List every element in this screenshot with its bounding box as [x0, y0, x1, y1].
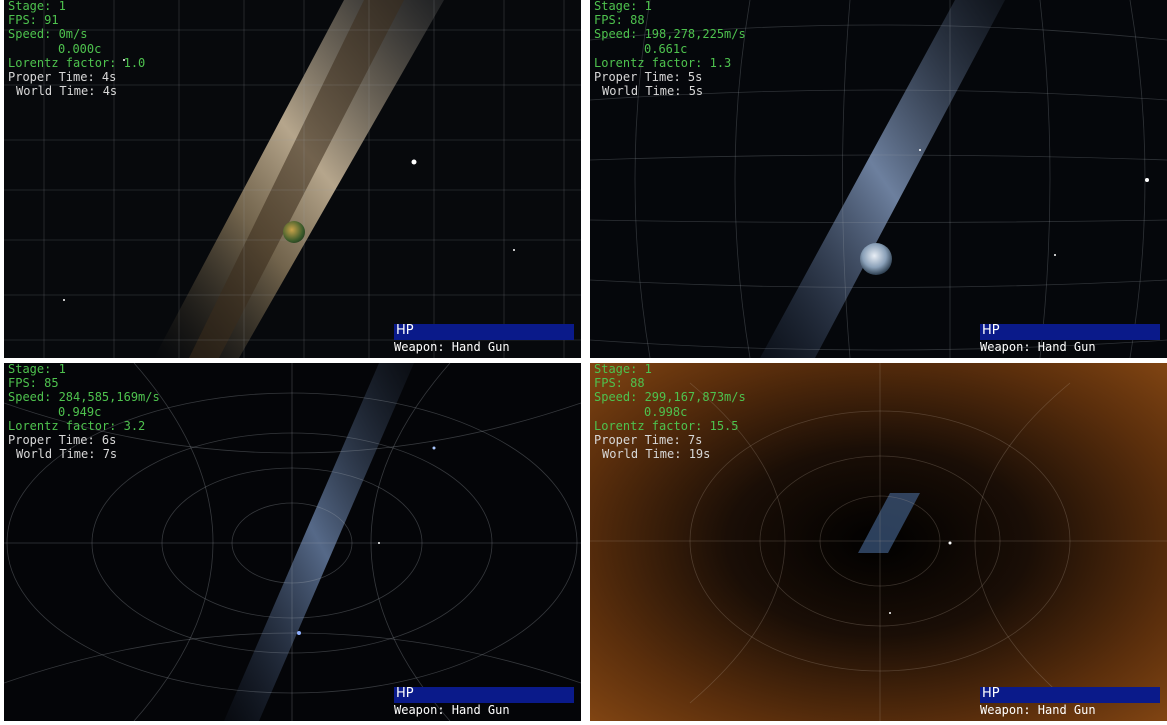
fps-label: FPS: 88 — [594, 13, 645, 28]
game-view-0949c[interactable]: Stage: 1 FPS: 85 Speed: 284,585,169m/s 0.94… — [4, 363, 581, 721]
weapon-label: Weapon: Hand Gun — [980, 340, 1096, 354]
game-view-0998c[interactable]: Stage: 1 FPS: 88 Speed: 299,167,873m/s 0.99… — [590, 363, 1167, 721]
proper-time-label: Proper Time: 7s — [594, 433, 703, 448]
planet — [860, 243, 892, 275]
proper-time-label: Proper Time: 4s — [8, 70, 117, 85]
hp-bar — [394, 687, 574, 703]
starfield-background — [590, 0, 1167, 358]
weapon-label: Weapon: Hand Gun — [394, 340, 510, 354]
stage-label: Stage: 1 — [594, 363, 652, 376]
hp-label: HP — [396, 686, 414, 701]
speed-label: Speed: 284,585,169m/s — [8, 390, 160, 405]
fps-label: FPS: 85 — [8, 376, 59, 391]
speed-c-label: 0.949c — [58, 404, 102, 419]
stage-label: Stage: 1 — [8, 363, 66, 376]
stage-label: Stage: 1 — [594, 0, 652, 13]
world-time-label: World Time: 4s — [16, 84, 118, 99]
hp-label: HP — [982, 323, 1000, 338]
world-time-label: World Time: 7s — [16, 447, 118, 462]
hp-bar — [980, 687, 1160, 703]
fps-label: FPS: 88 — [594, 376, 645, 391]
speed-label: Speed: 198,278,225m/s — [594, 27, 746, 42]
hp-label: HP — [396, 323, 414, 338]
speed-c-label: 0.998c — [644, 404, 688, 419]
speed-label: Speed: 0m/s — [8, 27, 88, 42]
proper-time-label: Proper Time: 6s — [8, 433, 117, 448]
proper-time-label: Proper Time: 5s — [594, 70, 703, 85]
hud-stats: Stage: 1 FPS: 88 Speed: 198,278,225m/s 0.66… — [594, 0, 746, 98]
hud-stats: Stage: 1 FPS: 88 Speed: 299,167,873m/s 0.99… — [594, 363, 746, 461]
lorentz-label: Lorentz factor: 15.5 — [594, 418, 739, 433]
weapon-label: Weapon: Hand Gun — [394, 703, 510, 717]
lorentz-label: Lorentz factor: 1.3 — [594, 55, 732, 70]
world-time-label: World Time: 5s — [602, 84, 704, 99]
lorentz-label: Lorentz factor: 1.0 — [8, 55, 146, 70]
starfield-background — [4, 0, 581, 358]
stage-label: Stage: 1 — [8, 0, 66, 13]
lorentz-label: Lorentz factor: 3.2 — [8, 418, 146, 433]
hp-bar — [394, 324, 574, 340]
speed-label: Speed: 299,167,873m/s — [594, 390, 746, 405]
game-view-0661c[interactable]: Stage: 1 FPS: 88 Speed: 198,278,225m/s 0.66… — [590, 0, 1167, 358]
starfield-background — [590, 363, 1167, 721]
hp-label: HP — [982, 686, 1000, 701]
hp-bar — [980, 324, 1160, 340]
starfield-background — [4, 363, 581, 721]
speed-c-label: 0.000c — [58, 41, 102, 56]
fps-label: FPS: 91 — [8, 13, 59, 28]
hud-stats: Stage: 1 FPS: 91 Speed: 0m/s 0.000c Lorentz … — [8, 0, 145, 98]
world-time-label: World Time: 19s — [602, 447, 711, 462]
speed-c-label: 0.661c — [644, 41, 688, 56]
game-view-rest[interactable]: Stage: 1 FPS: 91 Speed: 0m/s 0.000c Lorentz … — [4, 0, 581, 358]
hud-stats: Stage: 1 FPS: 85 Speed: 284,585,169m/s 0.94… — [8, 363, 160, 461]
weapon-label: Weapon: Hand Gun — [980, 703, 1096, 717]
planet — [283, 221, 305, 243]
